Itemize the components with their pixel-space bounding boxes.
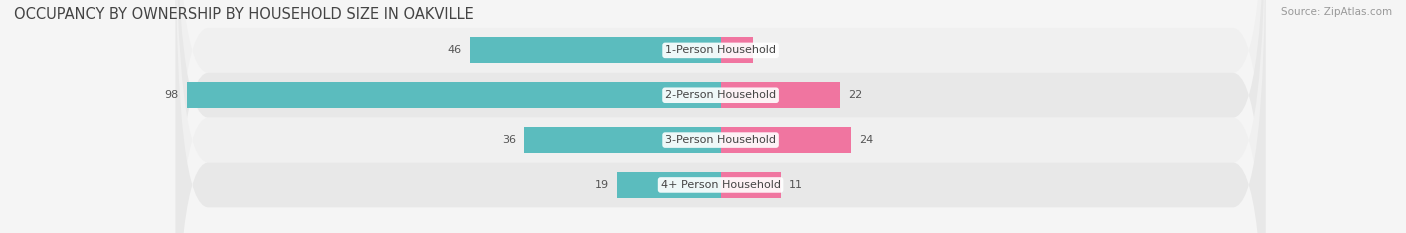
- Bar: [721, 172, 780, 198]
- Bar: [617, 172, 721, 198]
- FancyBboxPatch shape: [176, 0, 1265, 233]
- Text: 4+ Person Household: 4+ Person Household: [661, 180, 780, 190]
- Text: 3-Person Household: 3-Person Household: [665, 135, 776, 145]
- FancyBboxPatch shape: [176, 0, 1265, 233]
- FancyBboxPatch shape: [176, 0, 1265, 233]
- Text: 6: 6: [762, 45, 769, 55]
- Bar: [721, 127, 852, 153]
- Text: 46: 46: [447, 45, 461, 55]
- Bar: [470, 37, 721, 63]
- Text: 22: 22: [849, 90, 863, 100]
- Text: 19: 19: [595, 180, 609, 190]
- Text: 36: 36: [502, 135, 516, 145]
- Bar: [524, 127, 721, 153]
- Text: 98: 98: [165, 90, 179, 100]
- Bar: [721, 82, 841, 108]
- Text: 24: 24: [859, 135, 873, 145]
- Text: 11: 11: [789, 180, 803, 190]
- Text: OCCUPANCY BY OWNERSHIP BY HOUSEHOLD SIZE IN OAKVILLE: OCCUPANCY BY OWNERSHIP BY HOUSEHOLD SIZE…: [14, 7, 474, 22]
- Text: 2-Person Household: 2-Person Household: [665, 90, 776, 100]
- Bar: [187, 82, 721, 108]
- Bar: [721, 37, 754, 63]
- Text: 1-Person Household: 1-Person Household: [665, 45, 776, 55]
- Text: Source: ZipAtlas.com: Source: ZipAtlas.com: [1281, 7, 1392, 17]
- FancyBboxPatch shape: [176, 0, 1265, 233]
